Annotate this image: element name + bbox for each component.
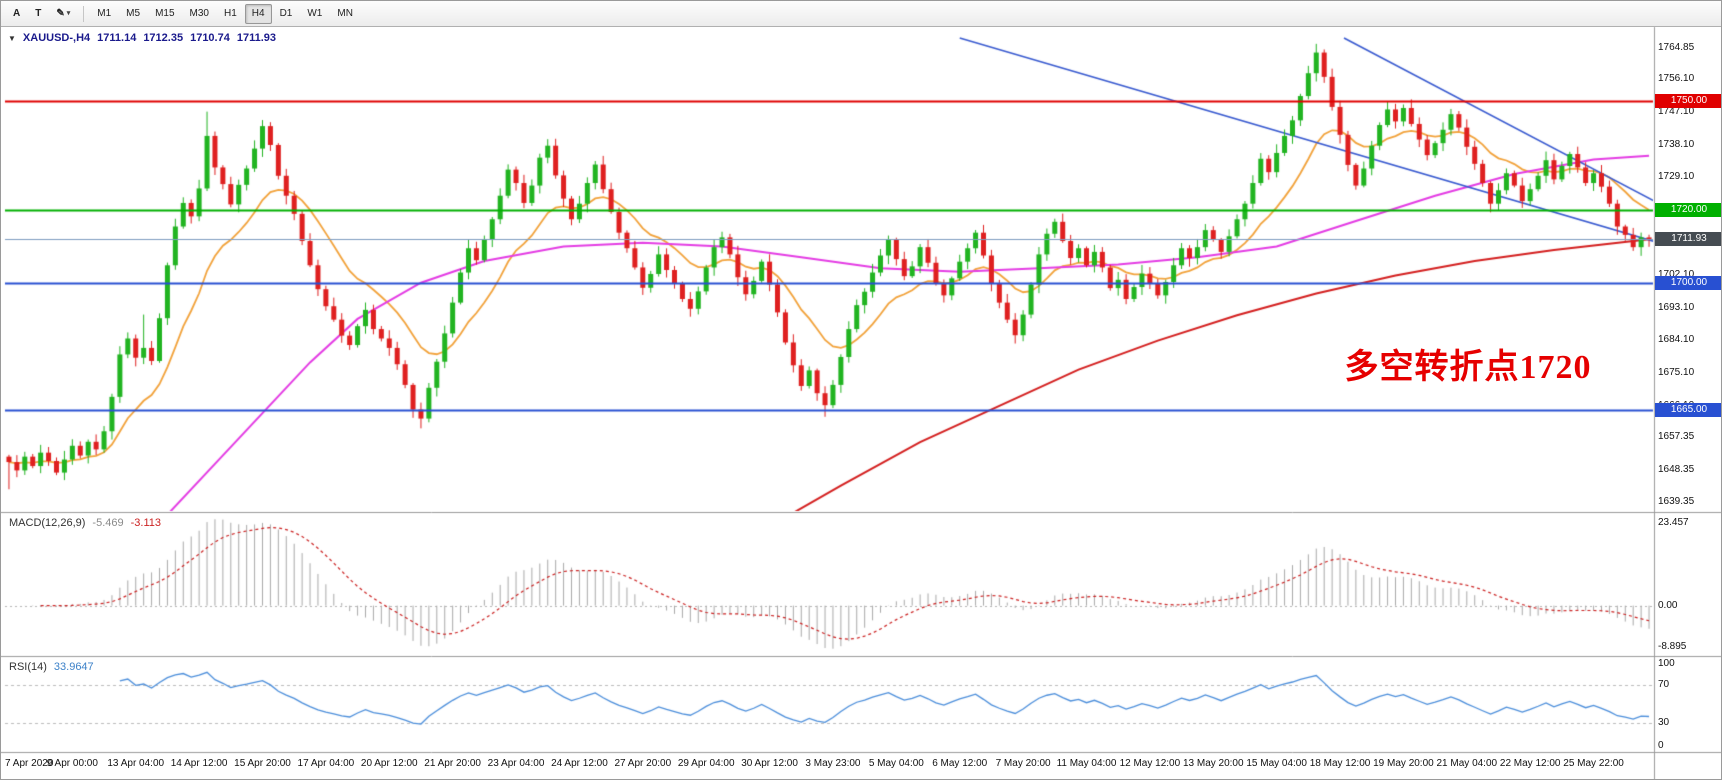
- ohlc-low: 1710.74: [190, 32, 230, 44]
- time-axis-label: 17 Apr 04:00: [297, 758, 355, 769]
- current-price-badge: 1711.93: [1655, 232, 1721, 247]
- price-tick-label: 1702.10: [1658, 269, 1695, 281]
- timeframe-button-h1[interactable]: H1: [223, 7, 237, 19]
- toolbar-separator: [83, 5, 85, 22]
- price-tick-label: 1756.10: [1658, 73, 1695, 85]
- time-axis-label: 3 May 23:00: [805, 758, 861, 769]
- ohlc-open: 1711.14: [97, 32, 137, 44]
- text-tool-button[interactable]: T: [28, 4, 48, 24]
- time-axis-label: 7 May 20:00: [995, 758, 1051, 769]
- timeframe-button-m1[interactable]: M1: [97, 7, 112, 19]
- price-badge-175000: 1750.00: [1655, 94, 1721, 109]
- time-axis-label: 7 Apr 2020: [5, 758, 54, 769]
- time-axis-label: 27 Apr 20:00: [614, 758, 672, 769]
- macd-scale-zero: 0.00: [1658, 599, 1678, 611]
- time-axis-label: 9 Apr 00:00: [46, 758, 98, 769]
- price-tick-label: 1729.10: [1658, 171, 1695, 183]
- time-axis-label: 21 Apr 20:00: [424, 758, 481, 769]
- time-axis-label: 30 Apr 12:00: [741, 758, 798, 769]
- caret-down-icon: ▾: [66, 9, 71, 17]
- draw-tools-button-glyph: ✎: [56, 7, 65, 19]
- arrow-tool-button-glyph: A: [13, 7, 21, 19]
- time-axis-label: 22 May 12:00: [1499, 758, 1561, 769]
- symbol-dropdown-icon[interactable]: ▼: [8, 33, 16, 43]
- price-tick-label: 1747.10: [1658, 105, 1695, 117]
- price-tick-label: 1738.10: [1658, 138, 1695, 150]
- time-axis-label: 25 May 22:00: [1563, 758, 1624, 769]
- price-tick-label: 1675.10: [1658, 366, 1695, 378]
- time-axis-label: 24 Apr 12:00: [551, 758, 608, 769]
- text-tool-button-glyph: T: [35, 7, 42, 19]
- rsi-value: 33.9647: [53, 661, 94, 673]
- ohlc-high: 1712.35: [143, 32, 184, 44]
- time-axis-label: 14 Apr 12:00: [170, 758, 228, 769]
- time-axis-label: 15 Apr 20:00: [234, 758, 291, 769]
- draw-tools-button[interactable]: ✎ ▾: [49, 4, 77, 24]
- chart-text-annotation: 多空转折点1720: [1344, 349, 1592, 386]
- rsi-scale-label: 0: [1658, 740, 1664, 751]
- price-badge-170000: 1700.00: [1655, 275, 1721, 290]
- time-axis-label: 5 May 04:00: [868, 758, 924, 769]
- rsi-name: RSI(14): [9, 661, 47, 673]
- macd-scale-top: 23.457: [1658, 517, 1689, 528]
- macd-indicator-label: MACD(12,26,9) -5.469 -3.113: [9, 517, 161, 529]
- rsi-indicator-label: RSI(14) 33.9647: [9, 661, 94, 673]
- time-axis-label: 11 May 04:00: [1056, 758, 1117, 769]
- price-tick-label: 1648.35: [1658, 463, 1695, 475]
- time-axis-label: 12 May 12:00: [1119, 758, 1181, 769]
- time-axis-label: 6 May 12:00: [932, 758, 988, 769]
- time-axis-label: 20 Apr 12:00: [360, 758, 418, 769]
- price-tick-label: 1693.10: [1658, 301, 1695, 313]
- time-axis-label: 18 May 12:00: [1309, 758, 1371, 769]
- price-tick-label: 1764.85: [1658, 41, 1695, 53]
- ohlc-close: 1711.93: [236, 32, 276, 44]
- price-tick-label: 1657.35: [1658, 431, 1695, 443]
- rsi-scale-label: 70: [1658, 679, 1670, 691]
- timeframe-button-mn[interactable]: MN: [337, 7, 353, 19]
- timeframe-button-h4[interactable]: H4: [244, 3, 272, 24]
- toolbar: A T ✎ ▾ M1 M5 M15 M30 H1 H4 D1 W1 MN: [1, 1, 1721, 27]
- rsi-scale-label: 30: [1658, 716, 1670, 728]
- macd-scale-bottom: -8.895: [1658, 641, 1687, 652]
- timeframe-button-m5[interactable]: M5: [126, 7, 141, 19]
- timeframe-button-d1[interactable]: D1: [279, 7, 293, 19]
- timeframe-button-m30[interactable]: M30: [189, 7, 209, 19]
- time-axis-label: 13 May 20:00: [1182, 758, 1244, 769]
- time-axis-label: 15 May 04:00: [1246, 758, 1307, 769]
- time-axis-label: 29 Apr 04:00: [677, 758, 735, 769]
- time-axis-label: 19 May 20:00: [1373, 758, 1434, 769]
- price-badge-172000: 1720.00: [1655, 203, 1721, 218]
- macd-name: MACD(12,26,9): [9, 517, 86, 529]
- timeframe-button-m15[interactable]: M15: [155, 7, 175, 19]
- time-axis-label: 13 Apr 04:00: [107, 758, 165, 769]
- arrow-tool-button[interactable]: A: [6, 4, 27, 24]
- timeframe-button-w1[interactable]: W1: [307, 7, 323, 19]
- time-axis-label: 23 Apr 04:00: [487, 758, 545, 769]
- time-axis-label: 21 May 04:00: [1436, 758, 1498, 769]
- rsi-scale-label: 100: [1658, 658, 1675, 669]
- symbol-header: ▼ XAUUSD-,H4 1711.14 1712.35 1710.74 171…: [8, 32, 276, 44]
- symbol-title: XAUUSD-,H4: [22, 32, 91, 44]
- price-tick-label: 1684.10: [1658, 334, 1695, 346]
- price-tick-label: 1639.35: [1658, 496, 1695, 508]
- macd-signal-value: -3.113: [130, 517, 161, 529]
- price-badge-166500: 1665.00: [1655, 402, 1721, 417]
- macd-main-value: -5.469: [92, 517, 124, 529]
